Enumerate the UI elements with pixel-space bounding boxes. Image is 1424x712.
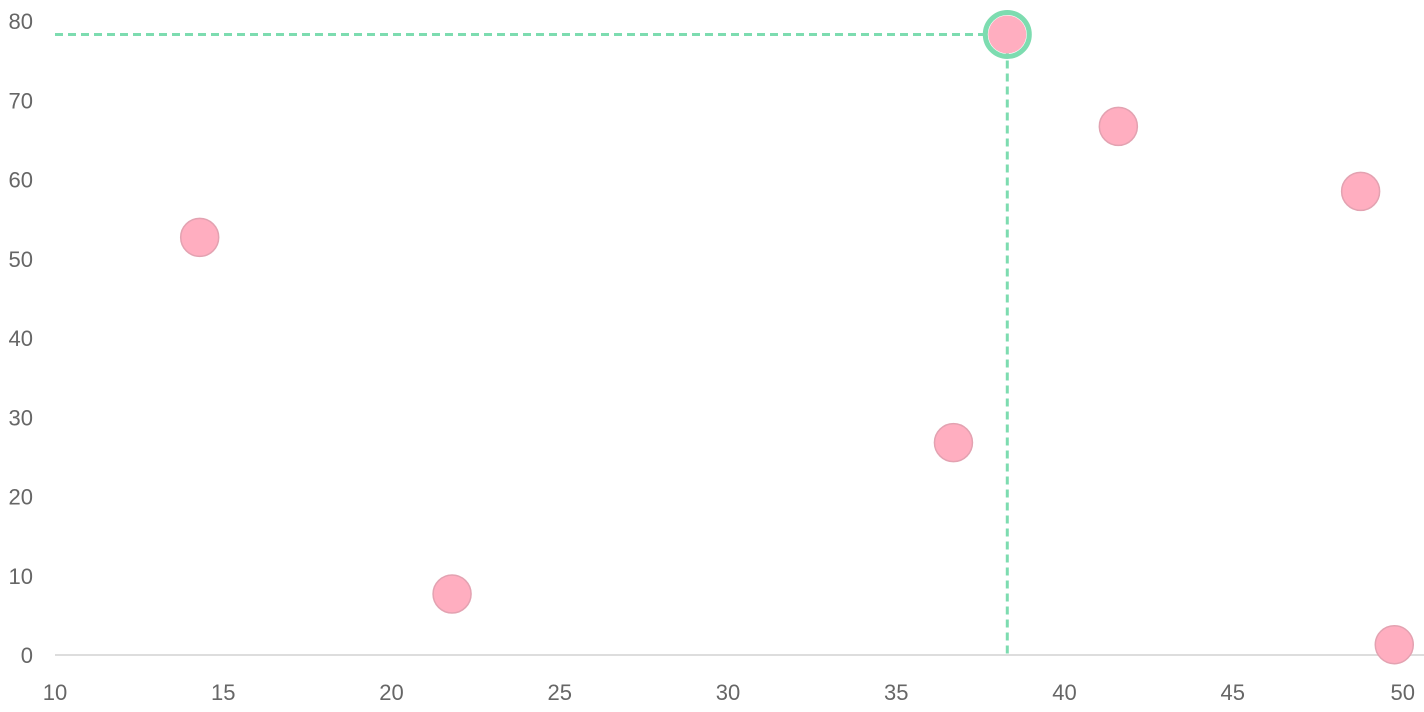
points-layer [179, 9, 1415, 665]
scatter-point[interactable] [933, 422, 974, 463]
y-tick-label: 0 [21, 643, 33, 668]
y-tick-label: 40 [9, 326, 33, 351]
scatter-point[interactable] [1098, 106, 1139, 147]
y-tick-label: 20 [9, 485, 33, 510]
scatter-point[interactable] [1374, 624, 1415, 665]
x-tick-label: 40 [1052, 680, 1076, 705]
y-tick-label: 10 [9, 564, 33, 589]
x-tick-label: 30 [716, 680, 740, 705]
x-tick-label: 50 [1391, 680, 1415, 705]
y-tick-label: 80 [9, 9, 33, 34]
y-tick-label: 30 [9, 405, 33, 430]
x-tick-label: 25 [548, 680, 572, 705]
scatter-point[interactable] [432, 574, 472, 614]
x-tick-label: 15 [211, 680, 235, 705]
axes-layer: 0 10 20 30 40 50 60 70 80 10 15 20 25 30 35 40 45 50 [9, 9, 1424, 705]
x-tick-label: 20 [379, 680, 403, 705]
x-tick-label: 10 [43, 680, 67, 705]
y-tick-label: 60 [9, 168, 33, 193]
scatter-point[interactable] [988, 15, 1027, 54]
y-tick-label: 70 [9, 88, 33, 113]
x-tick-label: 35 [884, 680, 908, 705]
x-tick-label: 45 [1221, 680, 1245, 705]
crosshair-layer [55, 32, 1009, 655]
y-tick-label: 50 [9, 247, 33, 272]
highlight-ring [982, 9, 1032, 59]
scatter-point[interactable] [179, 217, 220, 258]
scatter-point[interactable] [1340, 171, 1381, 212]
